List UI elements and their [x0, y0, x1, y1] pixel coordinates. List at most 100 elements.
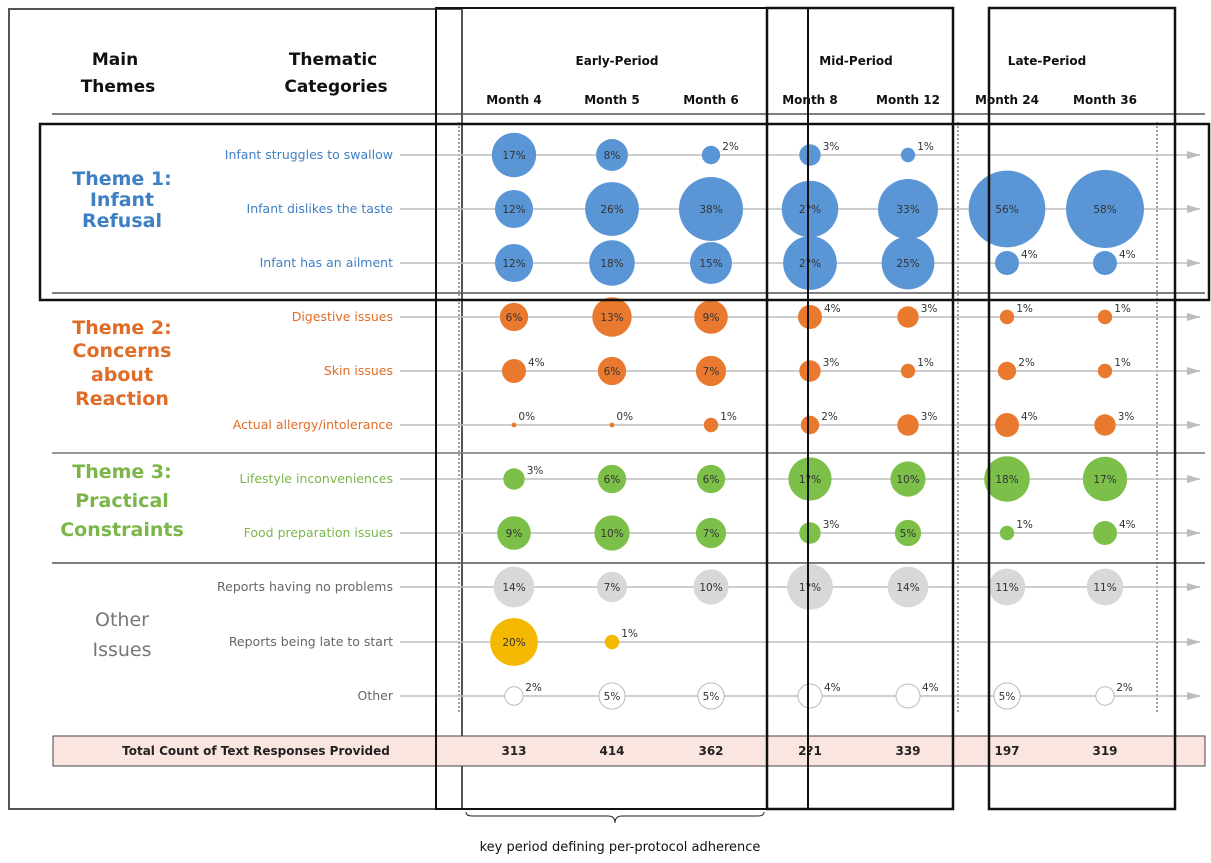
category-row: Reports having no problems 14% 7% 10% 1?% 14%…	[217, 564, 1201, 610]
bubble	[499, 302, 529, 332]
bubble-value-label: 5%	[999, 691, 1016, 703]
period-label-early: Early-Period	[576, 54, 659, 68]
bubble-value-label: 3%	[823, 519, 840, 531]
bubble-value-label: 7%	[703, 528, 720, 540]
theme-label-line: Other	[95, 609, 149, 631]
bubble	[995, 413, 1019, 437]
bubble	[897, 414, 919, 436]
bubble-value-label: 9%	[703, 312, 720, 324]
bubble	[1086, 568, 1124, 606]
bubble	[797, 683, 823, 709]
bubble-value-label: 3%	[1118, 411, 1135, 423]
bubble-value-label: 1%	[621, 628, 638, 640]
bubble	[993, 682, 1021, 710]
bubble	[690, 242, 732, 284]
bubble-value-label: 6%	[506, 312, 523, 324]
bubble-value-label: 2?%	[799, 258, 821, 270]
bubble	[596, 571, 628, 603]
bubble	[799, 522, 821, 544]
bubble	[890, 461, 926, 497]
bubble-value-label: 6%	[604, 366, 621, 378]
bubble-value-label: 1?%	[799, 582, 821, 594]
bubble	[999, 525, 1015, 541]
early-period-bracket	[465, 811, 765, 824]
month-header: Month 8	[782, 93, 838, 107]
bubble-value-label: 10%	[896, 474, 919, 486]
bubble-value-label: 5%	[604, 691, 621, 703]
bubble	[1097, 363, 1113, 379]
bubble	[988, 568, 1026, 606]
bubble	[604, 634, 620, 650]
bubble	[1094, 414, 1116, 436]
bubble-value-label: 9%	[506, 528, 523, 540]
total-count-value: 197	[994, 744, 1019, 758]
bubble	[504, 686, 524, 706]
bubble	[878, 179, 938, 239]
total-count-value: 319	[1092, 744, 1117, 758]
bubble	[679, 177, 743, 241]
bubble-value-label: 1%	[720, 411, 737, 423]
bubble	[881, 236, 935, 290]
bubble-value-label: 7%	[604, 582, 621, 594]
bubble-value-label: 4%	[824, 303, 841, 315]
theme-label-line: Practical	[75, 490, 169, 512]
bubble	[984, 456, 1030, 502]
theme-label-line: about	[91, 364, 153, 386]
bubble-value-label: 33%	[896, 204, 919, 216]
category-label: Reports having no problems	[217, 579, 393, 594]
bubble	[592, 297, 632, 337]
category-label: Food preparation issues	[244, 525, 393, 540]
bubble	[781, 180, 839, 238]
bubble-value-label: 2%	[525, 682, 542, 694]
bubble	[585, 182, 639, 236]
total-count-value: 313	[501, 744, 526, 758]
bubble	[887, 566, 929, 608]
bubble	[1093, 251, 1117, 275]
theme-label-line: Issues	[92, 639, 151, 661]
bubble	[491, 132, 537, 178]
bubble-value-label: 2%	[821, 411, 838, 423]
bubble	[494, 243, 534, 283]
theme-label: Theme 3: Practical Constraints	[60, 461, 184, 541]
bubble	[787, 564, 833, 610]
bubble	[1082, 456, 1128, 502]
bubble	[511, 422, 517, 428]
bracket-caption: key period defining per-protocol adheren…	[480, 840, 761, 855]
category-label: Infant has an ailment	[260, 255, 393, 270]
month-header: Month 12	[876, 93, 940, 107]
bubble-value-label: 1%	[1016, 519, 1033, 531]
category-label: Lifestyle inconveniences	[240, 471, 394, 486]
bubble	[697, 682, 725, 710]
bubble-value-label: 2%	[722, 141, 739, 153]
bubble-value-label: 4%	[922, 682, 939, 694]
category-label: Other	[358, 688, 394, 703]
bubble-value-label: 1%	[917, 141, 934, 153]
bubble	[695, 517, 727, 549]
bubble-value-label: 58%	[1093, 204, 1116, 216]
early-period-box	[435, 7, 809, 810]
bubble	[894, 519, 922, 547]
bubble-value-label: 1%	[1016, 303, 1033, 315]
theme-label-line: Theme 3:	[72, 461, 172, 483]
bubble	[703, 417, 719, 433]
bubble	[800, 415, 820, 435]
bubble-value-label: 0%	[518, 411, 535, 423]
bubble	[494, 189, 534, 229]
category-label: Infant struggles to swallow	[225, 147, 393, 162]
theme-label: Theme 2: Concerns about Reaction	[72, 317, 172, 410]
theme-label-line: Reaction	[75, 388, 169, 410]
theme-label: Theme 1: Infant Refusal	[72, 168, 172, 232]
bubble-value-label: 26%	[600, 204, 623, 216]
bubble	[1095, 686, 1115, 706]
bubble-value-label: 1?%	[799, 474, 821, 486]
bubble	[799, 360, 821, 382]
bubble	[589, 240, 635, 286]
bubble-value-label: 3%	[823, 141, 840, 153]
bubble-value-label: 6%	[703, 474, 720, 486]
bubble	[783, 236, 837, 290]
bubble	[799, 144, 821, 166]
bubble-value-label: 25%	[896, 258, 919, 270]
bubble-value-label: 4%	[1021, 249, 1038, 261]
bubble	[596, 139, 628, 171]
total-count-value: 339	[895, 744, 920, 758]
